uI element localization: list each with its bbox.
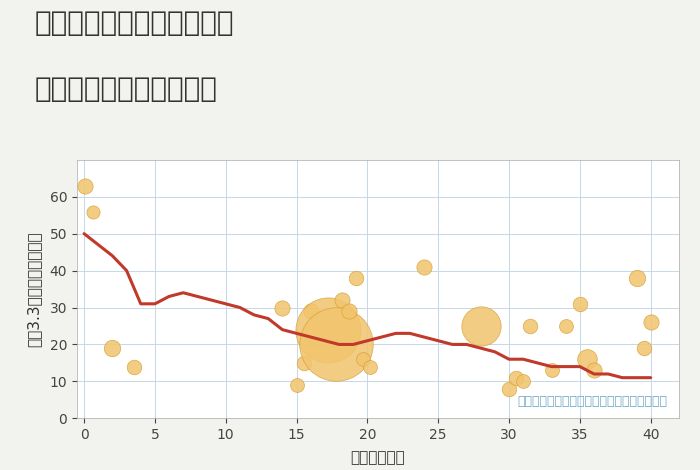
Point — [291, 381, 302, 389]
Point — [475, 322, 486, 330]
Point — [503, 385, 514, 392]
Text: 円の大きさは、取引のあった物件面積を示す: 円の大きさは、取引のあった物件面積を示す — [517, 395, 667, 408]
Point — [510, 374, 522, 382]
Point — [645, 319, 657, 326]
Point — [638, 345, 649, 352]
Point — [128, 363, 139, 370]
Y-axis label: 坪（3.3㎡）単価（万円）: 坪（3.3㎡）単価（万円） — [27, 231, 41, 347]
Point — [322, 326, 333, 333]
Point — [631, 274, 642, 282]
Text: 築年数別中古戸建て価格: 築年数別中古戸建て価格 — [35, 75, 218, 103]
Point — [365, 363, 376, 370]
Point — [517, 377, 528, 385]
Point — [525, 322, 536, 330]
Point — [276, 304, 288, 311]
Point — [419, 263, 430, 271]
Point — [574, 300, 585, 307]
X-axis label: 築年数（年）: 築年数（年） — [351, 450, 405, 465]
Point — [336, 297, 347, 304]
Point — [107, 345, 118, 352]
Point — [344, 307, 355, 315]
Text: 兵庫県丹波市春日町東中の: 兵庫県丹波市春日町東中の — [35, 9, 235, 38]
Point — [330, 341, 342, 348]
Point — [358, 355, 369, 363]
Point — [87, 208, 98, 215]
Point — [298, 359, 309, 367]
Point — [560, 322, 571, 330]
Point — [581, 355, 592, 363]
Point — [351, 274, 362, 282]
Point — [305, 307, 316, 315]
Point — [589, 367, 600, 374]
Point — [546, 367, 557, 374]
Point — [80, 182, 91, 189]
